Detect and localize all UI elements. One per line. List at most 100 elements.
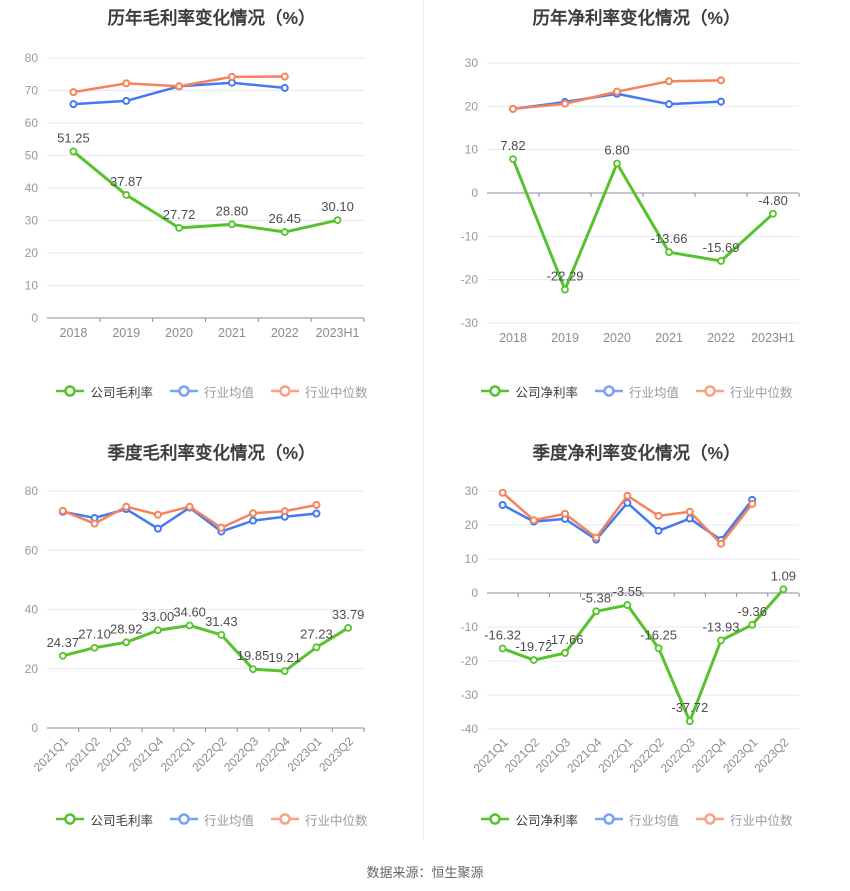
- industry-median-data-point-marker[interactable]: [623, 491, 632, 500]
- legend-item-industry-median[interactable]: 行业中位数: [695, 810, 793, 829]
- industry-median-data-point-marker[interactable]: [498, 488, 507, 497]
- company-data-point-marker[interactable]: [769, 209, 777, 218]
- legend-item-company[interactable]: 公司毛利率: [55, 810, 153, 829]
- company-data-point-marker[interactable]: [717, 257, 725, 265]
- industry-median-data-point-marker[interactable]: [529, 516, 538, 525]
- company-data-point-marker[interactable]: [90, 643, 99, 652]
- industry-median-data-point-marker[interactable]: [665, 77, 673, 86]
- legend-item-company[interactable]: 公司净利率: [480, 810, 578, 829]
- industry-median-data-point-marker[interactable]: [90, 519, 99, 528]
- industry-avg-data-point-marker[interactable]: [312, 509, 321, 518]
- company-data-point-marker[interactable]: [717, 636, 725, 645]
- company-data-point-marker[interactable]: [249, 665, 257, 674]
- x-axis-category-label: 2023H1: [316, 326, 360, 340]
- legend-item-industry-avg[interactable]: 行业均值: [594, 382, 679, 401]
- industry-avg-data-point-marker[interactable]: [122, 96, 131, 105]
- company-data-point-marker[interactable]: [69, 147, 78, 156]
- industry-avg-data-point-marker[interactable]: [69, 100, 78, 109]
- company-data-point-marker[interactable]: [344, 623, 353, 632]
- legend-line-marker-icon: [481, 813, 510, 825]
- industry-median-data-point-marker[interactable]: [69, 88, 78, 97]
- company-data-point-marker[interactable]: [217, 630, 226, 639]
- industry-avg-data-point-marker[interactable]: [685, 514, 694, 523]
- legend-label: 行业中位数: [730, 813, 793, 828]
- industry-median-data-point-marker[interactable]: [58, 506, 67, 515]
- company-data-point-marker[interactable]: [779, 585, 788, 594]
- company-data-point-marker[interactable]: [529, 656, 538, 664]
- industry-avg-data-point-marker[interactable]: [654, 526, 663, 535]
- industry-median-data-point-marker[interactable]: [592, 533, 601, 542]
- company-data-point-marker[interactable]: [561, 649, 569, 657]
- industry-median-data-point-marker[interactable]: [561, 509, 569, 518]
- company-data-point-marker[interactable]: [561, 285, 569, 294]
- industry-median-data-point-marker[interactable]: [509, 104, 517, 113]
- industry-median-data-point-marker[interactable]: [748, 499, 757, 508]
- company-data-point-marker[interactable]: [613, 159, 621, 168]
- industry-avg-data-point-marker[interactable]: [717, 97, 725, 106]
- industry-median-data-point-marker[interactable]: [717, 539, 725, 548]
- company-data-point-marker[interactable]: [312, 643, 321, 652]
- company-data-point-marker[interactable]: [509, 155, 517, 164]
- industry-median-data-point-marker[interactable]: [227, 72, 236, 81]
- industry-median-data-point-marker[interactable]: [717, 76, 725, 85]
- company-data-point-marker[interactable]: [498, 644, 507, 653]
- industry-median-data-point-marker[interactable]: [561, 99, 569, 108]
- company-data-point-marker[interactable]: [185, 621, 194, 630]
- legend-item-company[interactable]: 公司净利率: [480, 382, 578, 401]
- industry-avg-data-point-marker[interactable]: [249, 516, 258, 525]
- industry-median-data-point-marker[interactable]: [613, 87, 621, 96]
- company-data-point-marker[interactable]: [122, 191, 131, 199]
- company-data-point-marker[interactable]: [654, 644, 663, 653]
- industry-median-data-point-marker[interactable]: [685, 507, 694, 516]
- industry-median-data-point-marker[interactable]: [122, 502, 131, 511]
- company-data-point-marker[interactable]: [333, 216, 342, 225]
- data-point-label: 33.00: [142, 609, 175, 624]
- company-data-point-marker[interactable]: [748, 620, 757, 629]
- legend-item-industry-avg[interactable]: 行业均值: [594, 810, 679, 829]
- industry-avg-data-point-marker[interactable]: [280, 83, 289, 92]
- y-axis-tick-label: 20: [465, 99, 479, 113]
- legend-item-industry-avg[interactable]: 行业均值: [169, 810, 254, 829]
- data-point-label: 34.60: [173, 604, 206, 619]
- data-point-label: -3.55: [613, 584, 643, 599]
- legend-item-industry-median[interactable]: 行业中位数: [270, 810, 368, 829]
- industry-avg-data-point-marker[interactable]: [623, 498, 632, 507]
- company-data-point-marker[interactable]: [175, 224, 183, 232]
- company-data-point-marker[interactable]: [122, 638, 131, 647]
- legend-item-industry-median[interactable]: 行业中位数: [270, 382, 368, 401]
- industry-avg-data-point-marker[interactable]: [153, 524, 162, 533]
- chart-legend: 公司净利率 行业均值 行业中位数: [424, 381, 849, 401]
- legend-item-company[interactable]: 公司毛利率: [55, 382, 153, 401]
- legend-label: 行业均值: [203, 813, 254, 828]
- company-data-point-marker[interactable]: [623, 601, 632, 609]
- industry-median-data-point-marker[interactable]: [122, 79, 131, 88]
- industry-median-data-point-marker[interactable]: [654, 511, 663, 520]
- industry-avg-data-point-marker[interactable]: [665, 100, 673, 109]
- data-point-label: -16.25: [640, 627, 677, 642]
- industry-median-data-point-marker[interactable]: [280, 507, 289, 516]
- legend-item-industry-median[interactable]: 行业中位数: [695, 382, 793, 401]
- industry-median-data-point-marker[interactable]: [249, 509, 258, 518]
- company-data-point-marker[interactable]: [685, 717, 694, 726]
- company-data-point-marker[interactable]: [58, 651, 67, 660]
- industry-median-data-point-marker[interactable]: [217, 523, 226, 532]
- legend-item-industry-avg[interactable]: 行业均值: [169, 382, 254, 401]
- industry-median-data-point-marker[interactable]: [153, 510, 162, 519]
- y-axis-tick-label: 10: [465, 552, 479, 566]
- industry-median-data-point-marker[interactable]: [175, 82, 184, 91]
- legend-line-marker-icon: [594, 385, 623, 397]
- industry-median-data-point-marker[interactable]: [280, 72, 289, 81]
- company-data-point-marker[interactable]: [665, 248, 673, 257]
- legend-label: 行业均值: [203, 385, 254, 400]
- industry-avg-data-point-marker[interactable]: [498, 500, 507, 509]
- company-data-point-marker[interactable]: [592, 607, 601, 616]
- company-data-point-marker[interactable]: [154, 626, 162, 635]
- data-point-label: -15.69: [703, 240, 740, 255]
- x-axis-category-label: 2022: [707, 331, 735, 345]
- industry-median-data-point-marker[interactable]: [312, 500, 321, 509]
- company-data-point-marker[interactable]: [280, 667, 289, 675]
- industry-median-data-point-marker[interactable]: [185, 502, 194, 511]
- company-data-point-marker[interactable]: [280, 228, 289, 236]
- data-point-label: -19.72: [515, 639, 552, 654]
- company-data-point-marker[interactable]: [228, 220, 236, 229]
